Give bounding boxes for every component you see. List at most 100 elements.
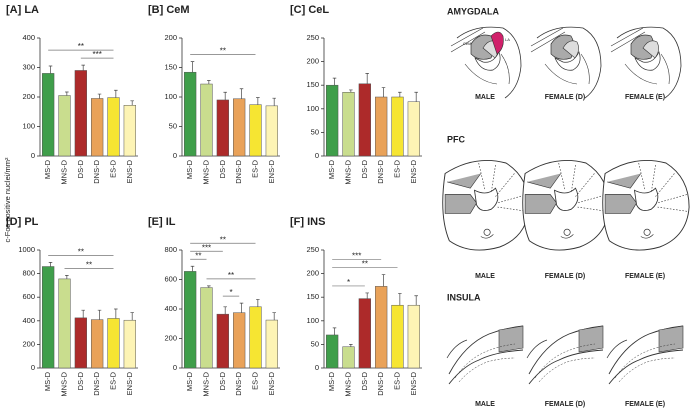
significance-label: **	[362, 260, 368, 269]
bar	[123, 105, 136, 157]
y-tick-label: 150	[164, 62, 177, 71]
panel-title: [C] CeL	[290, 4, 329, 16]
x-tick-label: MNS-D	[201, 159, 210, 184]
y-tick-label: 0	[31, 363, 35, 372]
section-caption: FEMALE (E)	[625, 401, 665, 408]
bar	[123, 319, 136, 369]
significance-label: ***	[352, 252, 361, 261]
bar	[407, 304, 420, 369]
section-caption: MALE	[475, 94, 495, 101]
error-bar	[207, 80, 211, 85]
significance-label: ***	[92, 50, 101, 59]
y-tick-label: 100	[306, 316, 319, 325]
significance-label: **	[86, 260, 92, 269]
section-title: AMYGDALA	[447, 6, 499, 16]
error-bar	[223, 91, 227, 100]
bar	[391, 96, 404, 157]
x-tick-label: DS-D	[76, 159, 85, 178]
section-drawing	[442, 159, 530, 251]
bar	[249, 306, 262, 369]
bar	[391, 304, 404, 369]
section-caption: FEMALE (D)	[545, 94, 585, 101]
x-tick-label: MNS-D	[343, 371, 352, 396]
x-tick-label: MS-D	[185, 159, 194, 179]
brain-section	[526, 325, 604, 385]
y-tick-label: 0	[315, 363, 319, 372]
section-drawing	[530, 26, 602, 99]
error-bar	[349, 344, 353, 347]
bar	[375, 96, 388, 157]
bar	[91, 319, 104, 369]
significance-label: **	[220, 47, 226, 56]
y-tick-label: 50	[169, 121, 177, 130]
y-tick-label: 600	[22, 292, 35, 301]
significance-label: *	[347, 278, 350, 287]
x-tick-label: ENS-D	[409, 159, 418, 183]
x-tick-label: DS-D	[76, 371, 85, 390]
x-tick-label: MNS-D	[343, 159, 352, 184]
section-caption: FEMALE (D)	[545, 273, 585, 280]
x-tick-label: ES-D	[108, 371, 117, 390]
x-tick-label: MS-D	[43, 371, 52, 391]
error-bar	[48, 65, 53, 74]
y-tick-label: 50	[311, 127, 319, 136]
region-label: LA	[505, 37, 510, 42]
bar	[42, 73, 55, 157]
x-tick-label: MS-D	[327, 371, 336, 391]
section-drawing	[602, 159, 690, 251]
bar	[407, 101, 420, 157]
bar	[249, 104, 262, 157]
brain-section	[450, 26, 522, 99]
error-bar	[190, 265, 195, 272]
section-caption: FEMALE (D)	[545, 401, 585, 408]
y-tick-label: 800	[164, 245, 177, 254]
bar	[91, 98, 104, 157]
error-bar	[398, 91, 402, 97]
y-tick-label: 0	[173, 363, 177, 372]
error-bar	[65, 91, 69, 96]
section-title: PFC	[447, 134, 466, 144]
error-bar	[65, 275, 69, 279]
section-drawing	[446, 325, 524, 385]
section-drawing	[526, 325, 604, 385]
bar	[58, 278, 71, 369]
section-drawing	[610, 26, 682, 99]
x-tick-label: DS-D	[218, 371, 227, 390]
x-tick-label: ES-D	[392, 371, 401, 390]
section-drawing	[606, 325, 684, 385]
error-bar	[332, 77, 337, 86]
x-tick-label: DNS-D	[234, 159, 243, 183]
significance-label: **	[195, 251, 201, 260]
brain-section	[530, 26, 602, 99]
error-bar	[81, 64, 85, 71]
error-bar	[272, 312, 276, 321]
x-tick-label: ENS-D	[125, 159, 134, 183]
x-tick-label: MNS-D	[59, 371, 68, 396]
y-axis-label: c-Fos positive nuclei/mm²	[3, 157, 12, 243]
x-tick-label: DNS-D	[92, 159, 101, 183]
x-tick-label: DNS-D	[234, 371, 243, 395]
y-tick-label: 0	[173, 151, 177, 160]
y-tick-label: 200	[164, 33, 177, 42]
bar	[42, 266, 55, 369]
x-tick-label: ES-D	[108, 159, 117, 178]
bar	[342, 346, 355, 369]
panel-title: [E] IL	[148, 216, 176, 228]
significance-label: **	[220, 235, 226, 244]
x-tick-label: DNS-D	[92, 371, 101, 395]
bar	[184, 271, 197, 369]
x-tick-label: DNS-D	[376, 371, 385, 395]
error-bar	[114, 89, 118, 98]
x-tick-label: DS-D	[360, 371, 369, 390]
panel-title: [F] INS	[290, 216, 325, 228]
error-bar	[239, 88, 244, 99]
x-tick-label: ENS-D	[267, 371, 276, 395]
error-bar	[81, 309, 85, 318]
y-tick-label: 200	[306, 269, 319, 278]
bar	[216, 99, 229, 157]
y-tick-label: 100	[22, 121, 35, 130]
section-drawing	[450, 26, 522, 99]
y-tick-label: 400	[22, 316, 35, 325]
x-tick-label: ES-D	[250, 371, 259, 390]
y-tick-label: 150	[306, 80, 319, 89]
